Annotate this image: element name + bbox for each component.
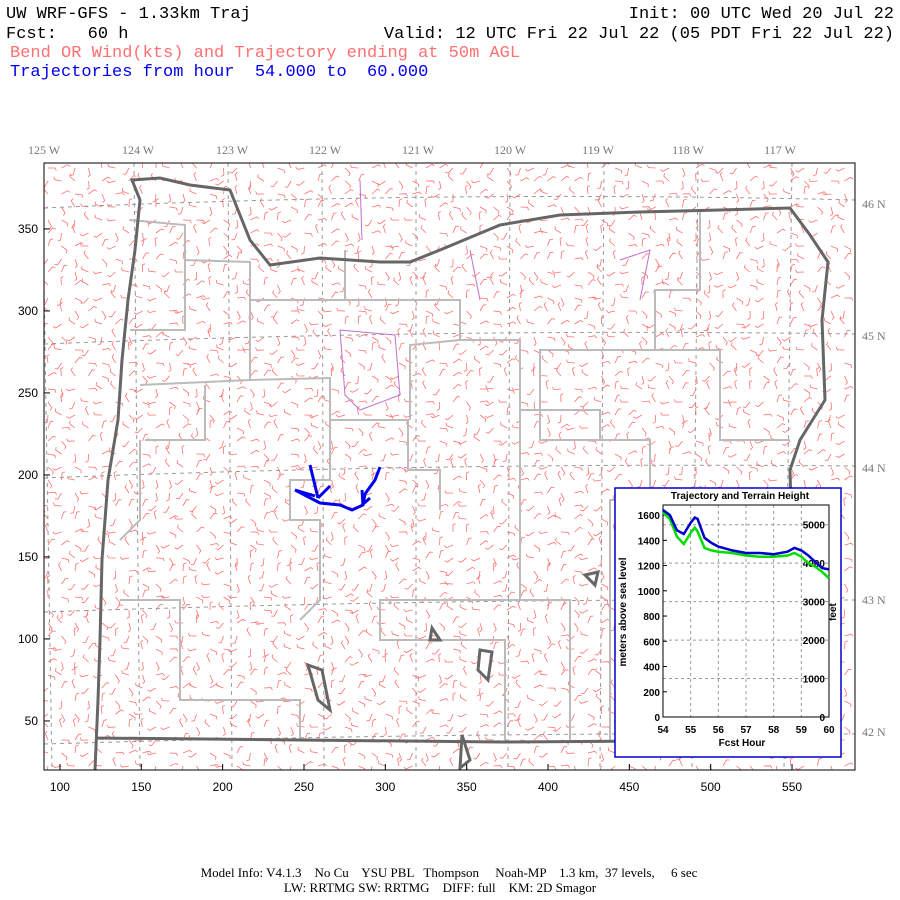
x-tick-label: 100	[50, 780, 70, 794]
water-features	[339, 179, 651, 411]
map-frame	[43, 162, 856, 771]
x-tick-label: 56	[713, 725, 725, 736]
longitude-label: 125 W	[28, 143, 61, 157]
trajectory-path	[294, 464, 382, 512]
latitude-label: 45 N	[862, 329, 886, 343]
inset-x-label: Fcst Hour	[719, 738, 766, 749]
x-tick-label: 150	[131, 780, 151, 794]
y-tick-label: 200	[18, 468, 38, 482]
forecast-hour: Fcst: 60 h	[6, 25, 128, 44]
x-tick-label: 450	[619, 780, 639, 794]
y-tick-label: 1000	[638, 587, 661, 598]
series-line	[662, 508, 830, 571]
y2-tick-label: 4000	[803, 559, 826, 570]
longitude-label: 121 W	[402, 143, 435, 157]
y-tick-label: 800	[643, 612, 660, 623]
y-tick-label: 200	[643, 688, 660, 699]
x-tick-label: 300	[375, 780, 395, 794]
inset-y-label: meters above sea level	[618, 557, 629, 666]
y-tick-label: 100	[18, 632, 38, 646]
y2-tick-label: 1000	[803, 675, 826, 686]
inset-frame	[614, 487, 842, 758]
plot-frame	[662, 504, 830, 718]
latitude-label: 44 N	[862, 461, 886, 475]
trajectory-label: Trajectories from hour 54.000 to 60.000	[10, 63, 428, 82]
longitude-label: 123 W	[216, 143, 249, 157]
latitude-label: 43 N	[862, 593, 886, 607]
longitude-label: 118 W	[672, 143, 704, 157]
footer-line-2: LW: RRTMG SW: RRTMG DIFF: full KM: 2D Sm…	[284, 880, 597, 895]
y2-tick-label: 3000	[803, 598, 826, 609]
longitude-label: 117 W	[764, 143, 796, 157]
longitude-label: 119 W	[582, 143, 614, 157]
latitude-label: 46 N	[862, 197, 886, 211]
x-tick-label: 400	[538, 780, 558, 794]
y-tick-label: 1200	[638, 562, 661, 573]
y-tick-label: 50	[25, 714, 39, 728]
x-tick-label: 60	[823, 725, 835, 736]
x-tick-label: 55	[685, 725, 697, 736]
x-tick-label: 200	[213, 780, 233, 794]
inset-y2-label: feet	[828, 602, 839, 620]
footer-line-1: Model Info: V4.1.3 No Cu YSU PBL Thompso…	[201, 865, 698, 880]
y-tick-label: 600	[643, 637, 660, 648]
inset-title: Trajectory and Terrain Height	[671, 491, 810, 502]
y2-tick-label: 5000	[803, 521, 826, 532]
field-label: Bend OR Wind(kts) and Trajectory ending …	[10, 44, 520, 63]
y-tick-label: 150	[18, 550, 38, 564]
y2-tick-label: 0	[819, 713, 825, 724]
y-tick-label: 1400	[638, 536, 661, 547]
latitude-label: 42 N	[862, 725, 886, 739]
map-layers	[44, 163, 855, 770]
x-tick-label: 550	[782, 780, 802, 794]
valid-time: Valid: 12 UTC Fri 22 Jul 22 (05 PDT Fri …	[384, 25, 894, 44]
x-tick-label: 57	[740, 725, 752, 736]
x-tick-label: 350	[457, 780, 477, 794]
inset-chart: Trajectory and Terrain Height Fcst Hour …	[614, 487, 842, 758]
y-tick-label: 0	[654, 713, 660, 724]
y-tick-label: 1600	[638, 511, 661, 522]
x-tick-label: 250	[294, 780, 314, 794]
x-tick-label: 500	[701, 780, 721, 794]
longitude-label: 120 W	[494, 143, 527, 157]
longitude-label: 124 W	[122, 143, 155, 157]
y-tick-label: 300	[18, 304, 38, 318]
county-lines	[119, 210, 790, 740]
x-tick-label: 54	[657, 725, 669, 736]
title: UW WRF-GFS - 1.33km Traj	[6, 5, 251, 24]
map: 100 150 200 250 300 350 400 450 500 5505010015020…	[18, 143, 886, 794]
y-tick-label: 400	[643, 663, 660, 674]
longitude-label: 122 W	[309, 143, 342, 157]
series-line	[662, 511, 830, 580]
y-tick-label: 250	[18, 386, 38, 400]
y2-tick-label: 2000	[803, 636, 826, 647]
init-time: Init: 00 UTC Wed 20 Jul 22	[629, 5, 894, 24]
state-borders	[93, 176, 830, 770]
x-tick-label: 59	[796, 725, 808, 736]
x-tick-label: 58	[768, 725, 780, 736]
y-tick-label: 350	[18, 222, 38, 236]
